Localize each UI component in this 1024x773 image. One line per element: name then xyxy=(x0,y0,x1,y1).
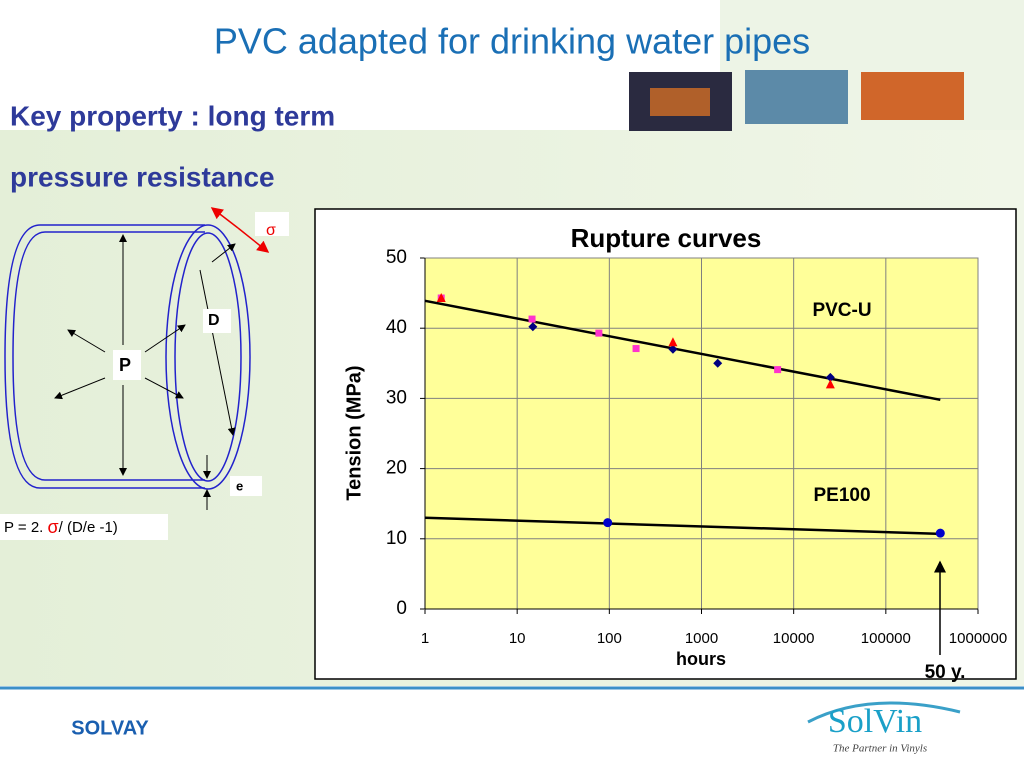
data-point xyxy=(436,293,446,303)
annotation: 50 y. xyxy=(925,662,966,683)
label-box xyxy=(113,350,141,380)
data-point xyxy=(632,345,640,353)
y-tick-label: 30 xyxy=(386,387,407,408)
data-point xyxy=(825,372,835,382)
subtitle: pressure resistance xyxy=(10,161,275,192)
formula-part: / (D/e -1) xyxy=(59,519,118,536)
pressure-label: P xyxy=(119,355,131,375)
photo xyxy=(745,70,848,124)
trend-line xyxy=(424,516,941,536)
data-point xyxy=(668,337,678,347)
label-box xyxy=(203,309,231,333)
y-tick-label: 0 xyxy=(396,598,407,619)
logo: SolVin xyxy=(828,703,922,740)
label-box xyxy=(255,212,289,236)
x-tick-label: 10000 xyxy=(773,630,815,647)
subtitle: Key property : long term xyxy=(10,100,335,131)
sigma-label: σ xyxy=(266,222,276,239)
x-tick-label: 1000 xyxy=(685,630,718,647)
x-tick-label: 100 xyxy=(597,630,622,647)
data-point xyxy=(825,379,835,389)
data-point xyxy=(935,528,945,538)
x-tick-label: 100000 xyxy=(861,630,911,647)
data-point xyxy=(595,329,603,337)
x-axis-label: hours xyxy=(676,649,726,669)
sigma-arrow xyxy=(210,207,239,229)
y-tick-label: 50 xyxy=(386,247,407,268)
formula-sigma: σ xyxy=(48,517,59,537)
annotation: PVC-U xyxy=(812,300,871,321)
x-tick-label: 10 xyxy=(509,630,526,647)
chart-title: Rupture curves xyxy=(571,223,762,253)
force-arrows xyxy=(54,234,236,510)
annotation: PE100 xyxy=(813,485,870,506)
thickness-label: e xyxy=(236,478,243,493)
logo-tagline: The Partner in Vinyls xyxy=(833,743,927,755)
y-tick-label: 20 xyxy=(386,458,407,479)
footer-company: SOLVAY xyxy=(71,717,149,739)
x-tick-label: 1 xyxy=(421,630,429,647)
data-point xyxy=(528,315,536,323)
data-point xyxy=(713,358,723,368)
sigma-arrow xyxy=(237,227,270,253)
y-tick-label: 40 xyxy=(386,317,407,338)
trend-line xyxy=(424,299,941,402)
photo-detail xyxy=(650,88,710,116)
y-axis-label: Tension (MPa) xyxy=(343,365,365,500)
formula-part: P = 2. xyxy=(4,519,48,536)
x-tick-label: 1000000 xyxy=(949,630,1007,647)
data-point xyxy=(774,366,782,374)
formula: P = 2. σ/ (D/e -1) xyxy=(4,517,118,537)
title: PVC adapted for drinking water pipes xyxy=(214,21,810,62)
logo-swoosh xyxy=(807,701,961,724)
y-tick-label: 10 xyxy=(386,528,407,549)
data-point xyxy=(528,322,538,332)
chart: 0 10 20 30 40 50 1 10 100 1000 10000 100000 1000000 xyxy=(386,247,1007,647)
photo xyxy=(861,72,964,120)
data-point xyxy=(668,344,678,354)
label-box xyxy=(230,476,262,496)
data-point xyxy=(603,518,613,528)
formula-box xyxy=(0,514,168,540)
diameter-label: D xyxy=(208,312,220,329)
